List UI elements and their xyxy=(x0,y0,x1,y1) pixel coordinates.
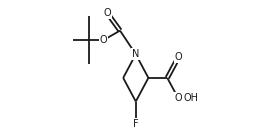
Text: O: O xyxy=(174,52,182,62)
Text: F: F xyxy=(133,119,139,129)
Text: O: O xyxy=(100,35,107,45)
Text: OH: OH xyxy=(183,93,198,103)
Text: N: N xyxy=(132,49,140,59)
Text: O: O xyxy=(104,8,111,18)
Text: O: O xyxy=(174,93,182,103)
